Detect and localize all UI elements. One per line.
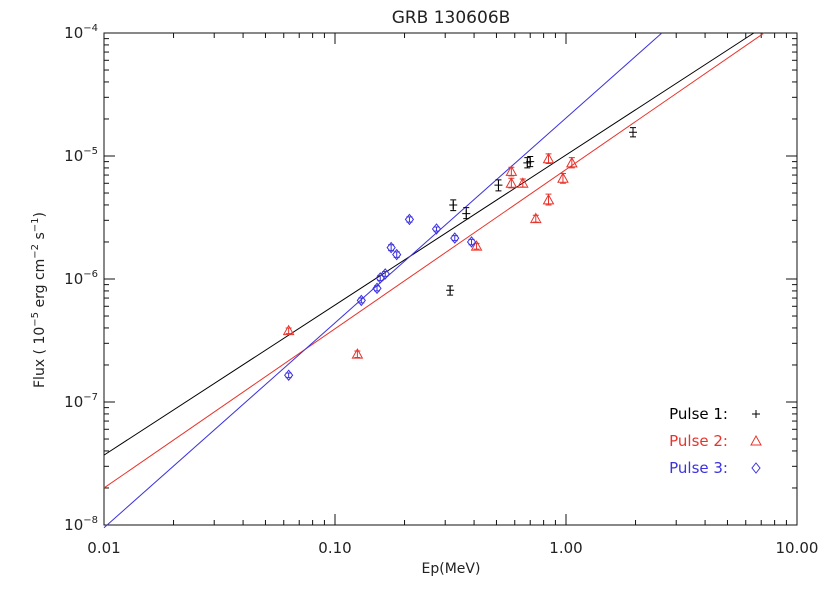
data-point-diamond — [392, 248, 402, 261]
data-point-triangle — [529, 212, 542, 224]
error-bar — [532, 214, 539, 223]
data-point-diamond — [431, 223, 442, 235]
data-point-triangle — [516, 177, 529, 188]
data-point-triangle — [565, 156, 578, 168]
y-tick-label: 10−7 — [64, 392, 98, 411]
x-tick-label: 1.00 — [549, 539, 582, 557]
fit-line-pulse-1 — [103, 32, 755, 456]
series-pulse-2 — [282, 152, 578, 359]
data-point-triangle — [351, 348, 364, 359]
data-point-diamond — [356, 294, 366, 307]
legend-marker-triangle — [750, 434, 762, 446]
plot-border — [103, 32, 798, 526]
data-point-triangle — [542, 152, 555, 164]
legend-label-pulse-3: Pulse 3: — [669, 459, 728, 477]
x-tick-label: 10.00 — [776, 539, 819, 557]
data-point-plus — [462, 209, 471, 218]
y-axis-label-mid2: s — [32, 232, 48, 244]
error-bar — [545, 153, 552, 164]
data-point-plus — [449, 200, 458, 209]
svg-text:Flux ( 10−5 erg cm−2 s−1): Flux ( 10−5 erg cm−2 s−1) — [30, 212, 48, 388]
x-tick-label: 0.10 — [318, 539, 351, 557]
y-axis-label-exp1: −5 — [30, 312, 41, 327]
data-point-triangle — [557, 172, 569, 183]
legend: Pulse 1: Pulse 2: Pulse 3: — [669, 405, 762, 477]
data-point-triangle — [505, 177, 518, 188]
legend-marker-plus — [752, 410, 760, 418]
y-tick-label: 10−5 — [64, 146, 98, 165]
legend-marker-diamond — [751, 462, 761, 474]
error-bar — [285, 327, 292, 335]
y-axis-label-exp3: −1 — [30, 217, 41, 232]
x-axis-label: Ep(MeV) — [422, 561, 481, 577]
data-point-diamond — [380, 268, 390, 280]
data-point-triangle — [505, 165, 518, 176]
y-axis-label-exp2: −2 — [30, 244, 41, 259]
legend-label-pulse-1: Pulse 1: — [669, 405, 728, 423]
data-point-diamond — [386, 241, 396, 254]
y-axis-label-suffix: ) — [32, 212, 48, 217]
data-points — [282, 127, 637, 382]
fit-lines — [103, 32, 765, 529]
data-point-plus — [446, 286, 455, 295]
data-point-plus — [628, 128, 637, 137]
data-point-diamond — [450, 232, 460, 244]
y-axis-label-mid: erg cm — [32, 259, 48, 312]
data-point-triangle — [542, 193, 555, 205]
data-point-diamond — [372, 282, 382, 295]
y-tick-label: 10−6 — [64, 269, 98, 288]
data-point-diamond — [284, 369, 294, 382]
series-pulse-1 — [446, 127, 637, 296]
legend-label-pulse-2: Pulse 2: — [669, 432, 728, 450]
chart-title: GRB 130606B — [392, 8, 511, 28]
fit-line-pulse-2 — [103, 32, 765, 489]
data-point-triangle — [470, 240, 483, 251]
series-pulse-3 — [284, 213, 477, 382]
y-tick-label: 10−4 — [64, 23, 98, 42]
data-point-diamond — [466, 236, 477, 248]
y-axis-label: Flux ( 10−5 erg cm−2 s−1) — [30, 212, 48, 388]
y-axis-label-prefix: Flux ( 10 — [32, 327, 48, 388]
data-point-triangle — [282, 324, 295, 336]
data-point-diamond — [404, 213, 415, 226]
y-axis: 10−8 10−7 10−6 10−5 10−4 — [64, 23, 797, 534]
plot-frame — [103, 32, 798, 526]
error-bar — [354, 350, 361, 359]
y-tick-label: 10−8 — [64, 515, 98, 534]
data-point-plus — [526, 157, 535, 166]
data-point-plus — [494, 181, 503, 190]
x-tick-label: 0.01 — [87, 539, 120, 557]
